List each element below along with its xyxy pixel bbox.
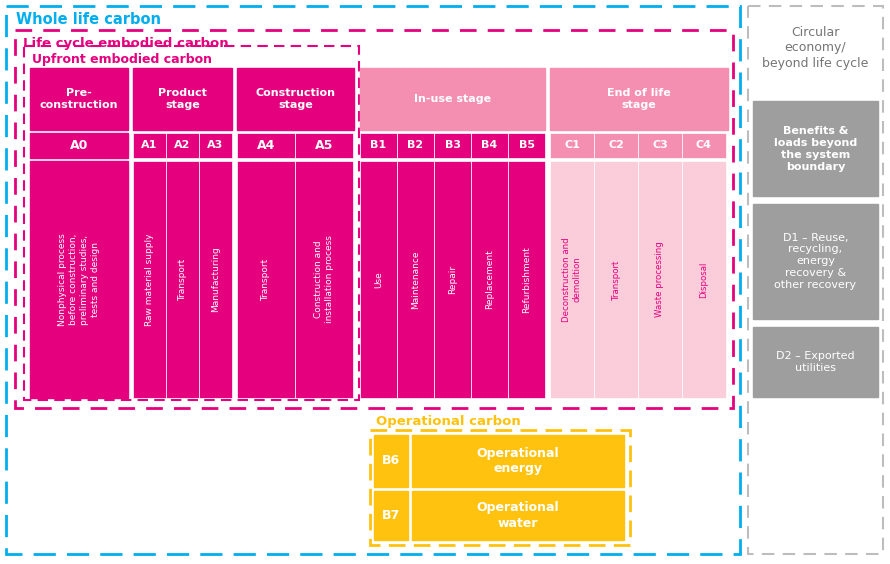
Bar xyxy=(370,430,630,545)
Bar xyxy=(638,161,682,398)
Bar xyxy=(434,161,471,398)
Text: Transport: Transport xyxy=(262,258,271,301)
Text: Repair: Repair xyxy=(448,265,457,294)
Bar xyxy=(550,161,594,398)
Bar xyxy=(295,161,353,398)
Bar xyxy=(237,133,295,158)
Bar xyxy=(360,133,397,158)
Text: Operational
water: Operational water xyxy=(477,501,559,530)
Text: A5: A5 xyxy=(315,139,333,152)
Bar xyxy=(30,133,128,158)
Text: D1 – Reuse,
recycling,
energy
recovery &
other recovery: D1 – Reuse, recycling, energy recovery &… xyxy=(774,232,856,290)
Text: Transport: Transport xyxy=(178,258,187,301)
Bar xyxy=(199,133,232,158)
Text: Operational
energy: Operational energy xyxy=(477,447,559,475)
Bar xyxy=(594,133,638,158)
Text: Manufacturing: Manufacturing xyxy=(211,246,220,312)
Bar xyxy=(638,133,682,158)
Text: Whole life carbon: Whole life carbon xyxy=(16,12,161,28)
Bar xyxy=(237,161,295,398)
Bar xyxy=(753,327,878,397)
Bar xyxy=(594,161,638,398)
Bar xyxy=(295,133,353,158)
Bar xyxy=(753,204,878,319)
Bar xyxy=(133,161,166,398)
Text: Waste processing: Waste processing xyxy=(656,241,665,318)
Text: D2 – Exported
utilities: D2 – Exported utilities xyxy=(776,351,854,373)
Text: Construction
stage: Construction stage xyxy=(255,88,336,110)
Bar xyxy=(6,6,740,554)
Text: B2: B2 xyxy=(408,140,424,151)
Text: B5: B5 xyxy=(519,140,535,151)
Bar xyxy=(412,435,624,487)
Text: A0: A0 xyxy=(69,139,88,152)
Bar xyxy=(550,68,728,130)
Bar xyxy=(360,68,545,130)
Text: B3: B3 xyxy=(444,140,460,151)
Text: C3: C3 xyxy=(652,140,668,151)
Text: B7: B7 xyxy=(382,509,400,522)
Text: Upfront embodied carbon: Upfront embodied carbon xyxy=(32,52,212,65)
Text: C2: C2 xyxy=(608,140,624,151)
Text: Deconstruction and
demolition: Deconstruction and demolition xyxy=(562,237,582,322)
Bar xyxy=(753,101,878,196)
Text: Use: Use xyxy=(374,271,383,288)
Bar xyxy=(508,133,545,158)
Bar xyxy=(30,68,128,130)
Text: A3: A3 xyxy=(207,140,223,151)
Bar xyxy=(471,161,508,398)
Text: Circular
economy/
beyond life cycle: Circular economy/ beyond life cycle xyxy=(763,26,869,70)
Bar xyxy=(397,161,434,398)
Bar xyxy=(434,133,471,158)
Bar xyxy=(360,161,397,398)
Text: Nonphysical process
before construction,
preliminary studies,
tests and design: Nonphysical process before construction,… xyxy=(59,233,100,326)
Text: Transport: Transport xyxy=(611,259,620,299)
Bar xyxy=(166,133,199,158)
Bar xyxy=(166,161,199,398)
Bar xyxy=(748,6,883,554)
Bar xyxy=(374,491,408,540)
Bar xyxy=(24,46,359,400)
Bar xyxy=(374,435,408,487)
Bar xyxy=(412,491,624,540)
Text: Maintenance: Maintenance xyxy=(411,250,420,309)
Text: B6: B6 xyxy=(382,455,400,468)
Bar xyxy=(30,161,128,398)
Bar xyxy=(471,133,508,158)
Text: Construction and
installation process: Construction and installation process xyxy=(314,236,334,323)
Text: A4: A4 xyxy=(257,139,275,152)
Bar xyxy=(682,133,726,158)
Bar xyxy=(199,161,232,398)
Bar xyxy=(508,161,545,398)
Text: Disposal: Disposal xyxy=(700,261,708,298)
Text: A2: A2 xyxy=(174,140,190,151)
Bar xyxy=(133,133,166,158)
Text: B1: B1 xyxy=(370,140,386,151)
Text: A1: A1 xyxy=(142,140,158,151)
Bar xyxy=(133,68,232,130)
Bar xyxy=(15,30,733,408)
Text: Benefits &
loads beyond
the system
boundary: Benefits & loads beyond the system bound… xyxy=(774,126,857,171)
Text: Life cycle embodied carbon: Life cycle embodied carbon xyxy=(23,37,229,50)
Text: B4: B4 xyxy=(481,140,498,151)
Bar xyxy=(550,133,594,158)
Text: Refurbishment: Refurbishment xyxy=(522,246,531,313)
Text: C4: C4 xyxy=(696,140,712,151)
Text: Product
stage: Product stage xyxy=(158,88,207,110)
Text: In-use stage: In-use stage xyxy=(414,94,491,104)
Text: C1: C1 xyxy=(564,140,580,151)
Bar xyxy=(397,133,434,158)
Bar xyxy=(237,68,354,130)
Text: Replacement: Replacement xyxy=(485,250,494,310)
Text: Raw material supply: Raw material supply xyxy=(145,233,154,326)
Bar xyxy=(682,161,726,398)
Text: Pre-
construction: Pre- construction xyxy=(40,88,118,110)
Text: End of life
stage: End of life stage xyxy=(607,88,671,110)
Text: Operational carbon: Operational carbon xyxy=(376,416,521,429)
